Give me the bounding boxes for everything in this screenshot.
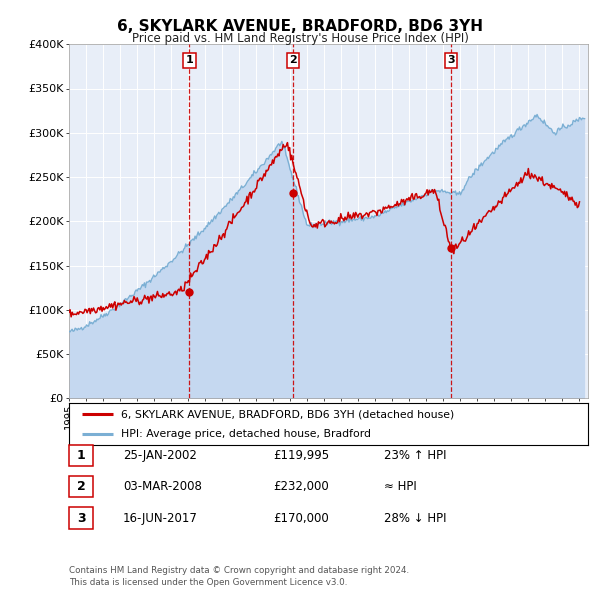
Text: 03-MAR-2008: 03-MAR-2008 — [123, 480, 202, 493]
Text: £232,000: £232,000 — [273, 480, 329, 493]
Text: 3: 3 — [447, 55, 455, 65]
Text: 6, SKYLARK AVENUE, BRADFORD, BD6 3YH (detached house): 6, SKYLARK AVENUE, BRADFORD, BD6 3YH (de… — [121, 409, 454, 419]
Text: 6, SKYLARK AVENUE, BRADFORD, BD6 3YH: 6, SKYLARK AVENUE, BRADFORD, BD6 3YH — [117, 19, 483, 34]
Text: 28% ↓ HPI: 28% ↓ HPI — [384, 512, 446, 525]
Text: 2: 2 — [289, 55, 297, 65]
Text: 1: 1 — [77, 449, 85, 462]
Text: HPI: Average price, detached house, Bradford: HPI: Average price, detached house, Brad… — [121, 430, 371, 440]
Text: 16-JUN-2017: 16-JUN-2017 — [123, 512, 198, 525]
Text: £119,995: £119,995 — [273, 449, 329, 462]
Text: Price paid vs. HM Land Registry's House Price Index (HPI): Price paid vs. HM Land Registry's House … — [131, 32, 469, 45]
Text: 2: 2 — [77, 480, 85, 493]
Text: ≈ HPI: ≈ HPI — [384, 480, 417, 493]
Text: 3: 3 — [77, 512, 85, 525]
Text: 1: 1 — [185, 55, 193, 65]
Text: Contains HM Land Registry data © Crown copyright and database right 2024.
This d: Contains HM Land Registry data © Crown c… — [69, 566, 409, 587]
Text: 23% ↑ HPI: 23% ↑ HPI — [384, 449, 446, 462]
Text: £170,000: £170,000 — [273, 512, 329, 525]
Text: 25-JAN-2002: 25-JAN-2002 — [123, 449, 197, 462]
